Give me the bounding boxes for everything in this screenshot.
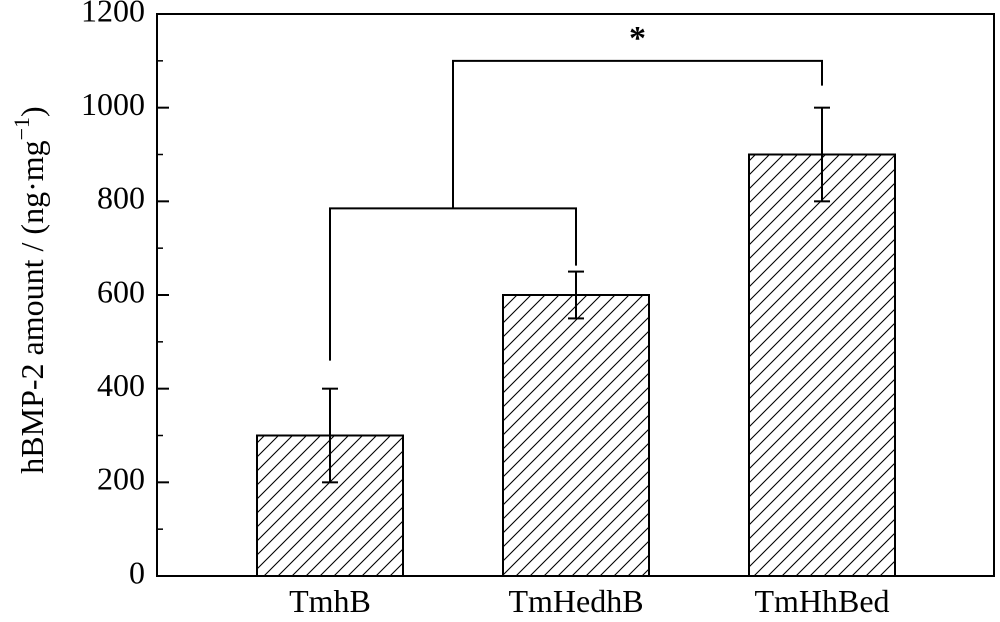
error-bars-layer xyxy=(322,106,830,484)
y-tick-label: 600 xyxy=(97,273,145,309)
bars-layer xyxy=(256,153,896,577)
y-axis-label-superscript: −1 xyxy=(9,117,34,140)
y-axis-label-main: hBMP-2 amount / (ng·mg xyxy=(14,140,50,473)
y-axis-label-suffix: ) xyxy=(14,106,50,117)
significance-layer: * xyxy=(329,20,823,361)
significance-asterisk: * xyxy=(629,20,646,57)
x-category-label: TmHhBed xyxy=(754,583,889,619)
y-tick-label: 400 xyxy=(97,367,145,403)
y-tick-label: 1200 xyxy=(81,0,145,28)
bar-tmhedhb xyxy=(502,294,650,577)
x-category-label: TmhB xyxy=(289,583,371,619)
y-tick-label: 0 xyxy=(129,554,145,590)
bar-tmhhbed xyxy=(748,153,896,577)
bracket-outer xyxy=(452,59,823,209)
y-tick-label: 800 xyxy=(97,180,145,216)
y-axis-label: hBMP-2 amount / (ng·mg−1) xyxy=(9,106,51,473)
y-tick-label: 1000 xyxy=(81,86,145,122)
axes-layer: 0 200 400 600 800 1000 1200 TmhB TmHedhB TmHhBed xyxy=(81,0,995,619)
y-tick-label: 200 xyxy=(97,461,145,497)
x-category-label: TmHedhB xyxy=(508,583,643,619)
